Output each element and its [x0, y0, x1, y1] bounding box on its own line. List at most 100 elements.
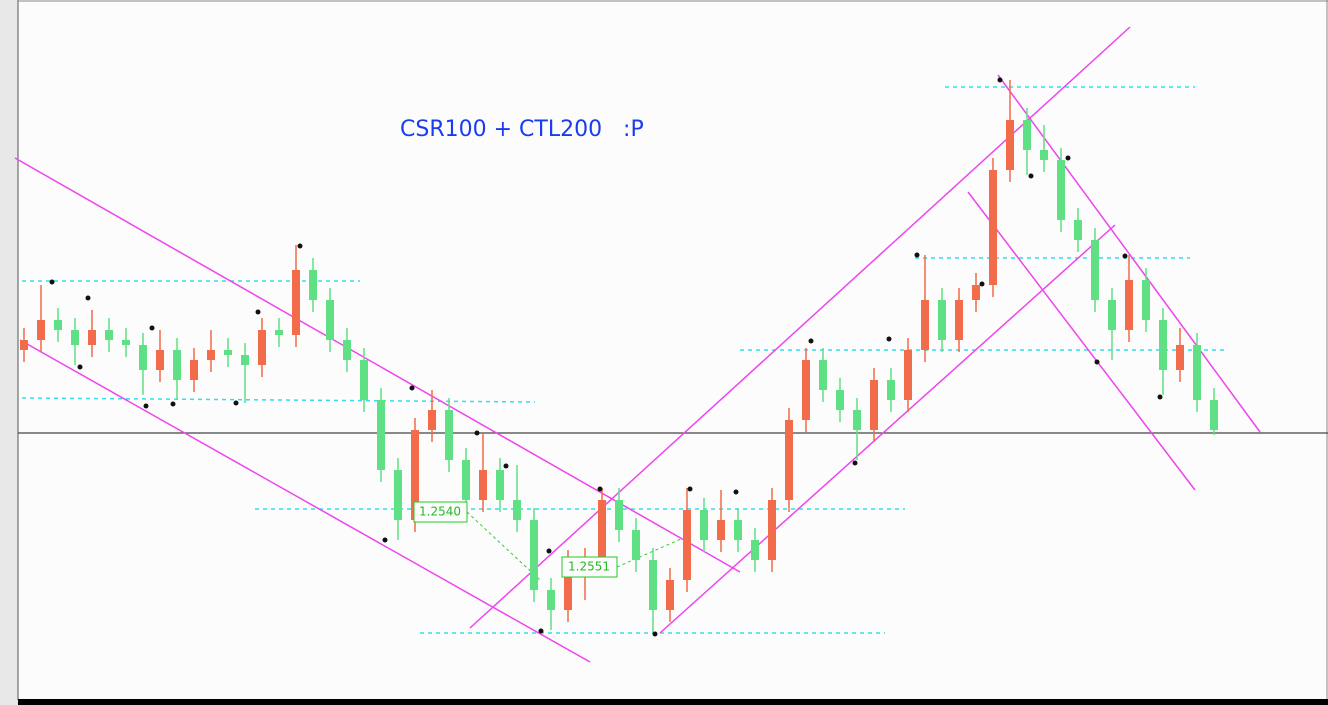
pivot [85, 295, 91, 301]
chart-title: CSR100 + CTL200 :P [400, 117, 644, 142]
candle-body [921, 300, 929, 350]
candle-body [309, 270, 317, 300]
candle-body [275, 330, 283, 335]
candle-body [20, 340, 28, 350]
candle-body [1125, 280, 1133, 330]
pivot [149, 325, 155, 331]
candle-body [1040, 150, 1048, 160]
candle-body [1159, 320, 1167, 370]
channel-line [19, 339, 591, 663]
pivot [538, 628, 544, 634]
candle-body [122, 340, 130, 345]
left-frame [0, 0, 18, 705]
pivot [382, 537, 388, 543]
candle-body [513, 500, 521, 520]
candle-body [768, 500, 776, 560]
annotation: 1.2540 [419, 505, 461, 519]
candle-body [887, 380, 895, 400]
pivot [503, 463, 509, 469]
candle-body [241, 355, 249, 365]
candle-body [972, 285, 980, 300]
candle-body [496, 470, 504, 500]
candle-body [360, 360, 368, 400]
candle-body [802, 360, 810, 420]
pivot [852, 460, 858, 466]
pivot [77, 364, 83, 370]
candle-body [938, 300, 946, 340]
pivot [1028, 173, 1034, 179]
pivot [979, 281, 985, 287]
pivot [255, 309, 261, 315]
pivot [914, 252, 920, 258]
candle-body [1091, 240, 1099, 300]
candle-body [173, 350, 181, 380]
candle-body [88, 330, 96, 345]
channel-line [997, 74, 1261, 433]
pivot [546, 548, 552, 554]
candle-body [1023, 120, 1031, 150]
candle-body [1210, 400, 1218, 430]
candle-body [870, 380, 878, 430]
candle-body [71, 330, 79, 345]
candle-body [717, 520, 725, 540]
candle-body [479, 470, 487, 500]
pivot [1122, 253, 1128, 259]
candle-body [292, 270, 300, 335]
pivot [1157, 394, 1163, 400]
candle-body [1142, 280, 1150, 320]
candle-body [258, 330, 266, 365]
link-line [466, 511, 541, 581]
candle-body [904, 350, 912, 400]
channel-line [469, 26, 1131, 629]
candle-body [785, 420, 793, 500]
candle-body [1108, 300, 1116, 330]
candle-body [190, 360, 198, 380]
candle-body [37, 320, 45, 340]
label-box [413, 501, 468, 523]
candle-body [1006, 120, 1014, 170]
pivot [474, 430, 480, 436]
candle-body [105, 330, 113, 340]
candle-body [649, 560, 657, 610]
candle-body [598, 500, 606, 560]
candle-body [989, 170, 997, 285]
candle-body [819, 360, 827, 390]
pivot [997, 77, 1003, 83]
pivot [1065, 155, 1071, 161]
candle-body [1057, 160, 1065, 220]
links [466, 511, 691, 581]
pivots [49, 77, 1163, 637]
candle-body [700, 510, 708, 540]
pivot [49, 279, 55, 285]
candle-body [394, 470, 402, 520]
candle-body [411, 430, 419, 520]
candle-body [564, 570, 572, 610]
candle-body [666, 580, 674, 610]
bottom-bar [18, 699, 1328, 705]
pivot [170, 401, 176, 407]
candle-body [207, 350, 215, 360]
candle-body [462, 460, 470, 500]
label-box [561, 556, 618, 578]
candle-body [326, 300, 334, 340]
pivot [652, 631, 658, 637]
candle-body [632, 530, 640, 560]
candle-body [734, 520, 742, 540]
candle-body [445, 410, 453, 460]
candle-body [224, 350, 232, 355]
candle-body [615, 500, 623, 530]
pivot [808, 338, 814, 344]
candle-body [1074, 220, 1082, 240]
candle-body [683, 510, 691, 580]
pivot [597, 486, 603, 492]
pivot [687, 486, 693, 492]
candle-body [343, 340, 351, 360]
candle-body [139, 345, 147, 370]
pivot [297, 243, 303, 249]
candle-body [156, 350, 164, 370]
pivot [886, 336, 892, 342]
pivot [233, 400, 239, 406]
candle-body [377, 400, 385, 470]
